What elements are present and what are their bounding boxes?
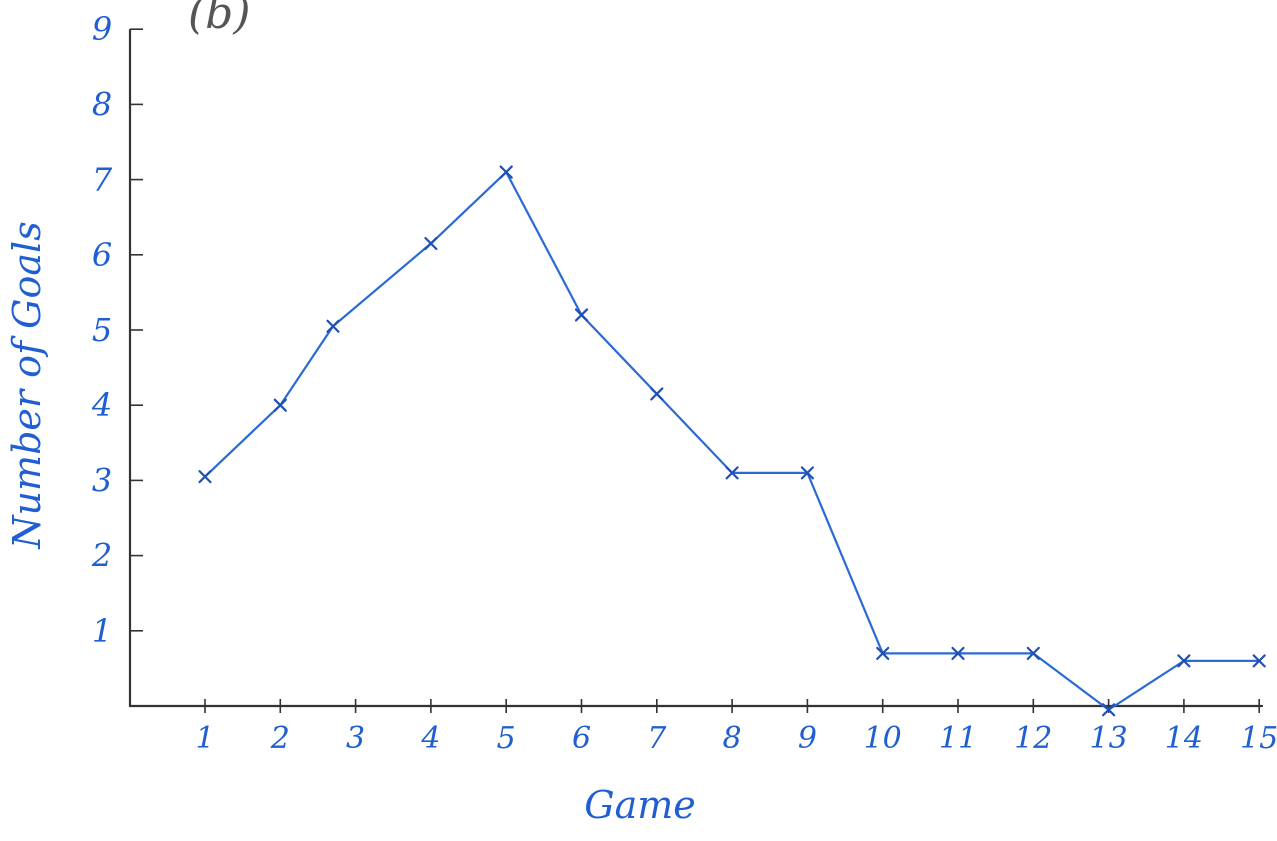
data-point	[424, 236, 438, 251]
x-tick-label: 9	[798, 721, 817, 756]
x-tick-label: 1	[195, 721, 214, 756]
data-point	[574, 308, 589, 322]
x-tick-label: 14	[1165, 721, 1203, 756]
y-tick-label: 8	[92, 85, 112, 123]
x-axis-ticks: 1 2 3 4 5 6 7 8 9 10 11 12 13 14 15	[195, 699, 1277, 756]
plot-area	[198, 165, 1266, 717]
x-tick-label: 7	[647, 721, 667, 756]
x-tick-label: 6	[572, 721, 591, 756]
data-point	[326, 319, 340, 333]
x-tick-label: 4	[420, 721, 440, 756]
data-point	[876, 646, 890, 660]
axes	[128, 28, 1264, 708]
x-tick-label: 8	[723, 721, 742, 756]
x-tick-label: 10	[864, 721, 902, 756]
data-point	[1252, 654, 1266, 668]
x-tick-label: 3	[346, 721, 365, 756]
data-point	[273, 398, 287, 412]
data-point	[1177, 654, 1191, 668]
data-point	[198, 470, 212, 484]
y-tick-label: 4	[91, 386, 112, 424]
series-line	[204, 170, 1260, 711]
y-tick-label: 7	[92, 161, 113, 199]
y-tick-label: 9	[92, 10, 112, 48]
x-tick-label: 12	[1014, 721, 1052, 756]
data-point	[499, 165, 513, 179]
y-tick-label: 6	[92, 236, 112, 274]
y-tick-label: 3	[92, 461, 112, 499]
data-point	[725, 466, 739, 480]
y-axis-ticks: 1 2 3 4 5 6 7 8 9	[91, 10, 143, 650]
x-tick-label: 5	[497, 721, 516, 756]
data-point	[800, 466, 815, 480]
y-tick-label: 1	[92, 612, 112, 650]
data-point	[951, 646, 965, 660]
x-tick-label: 2	[270, 721, 290, 756]
data-point	[650, 387, 664, 401]
corner-label: (b)	[188, 0, 251, 39]
x-tick-label: 11	[939, 721, 977, 756]
data-point	[1101, 703, 1116, 717]
data-point	[1026, 646, 1040, 660]
x-tick-label: 13	[1090, 721, 1128, 756]
y-axis-label: Number of Goals	[5, 221, 49, 549]
x-tick-label: 15	[1240, 721, 1277, 756]
y-tick-label: 2	[91, 537, 112, 575]
x-axis-label: Game	[584, 783, 696, 827]
y-tick-label: 5	[92, 311, 112, 349]
